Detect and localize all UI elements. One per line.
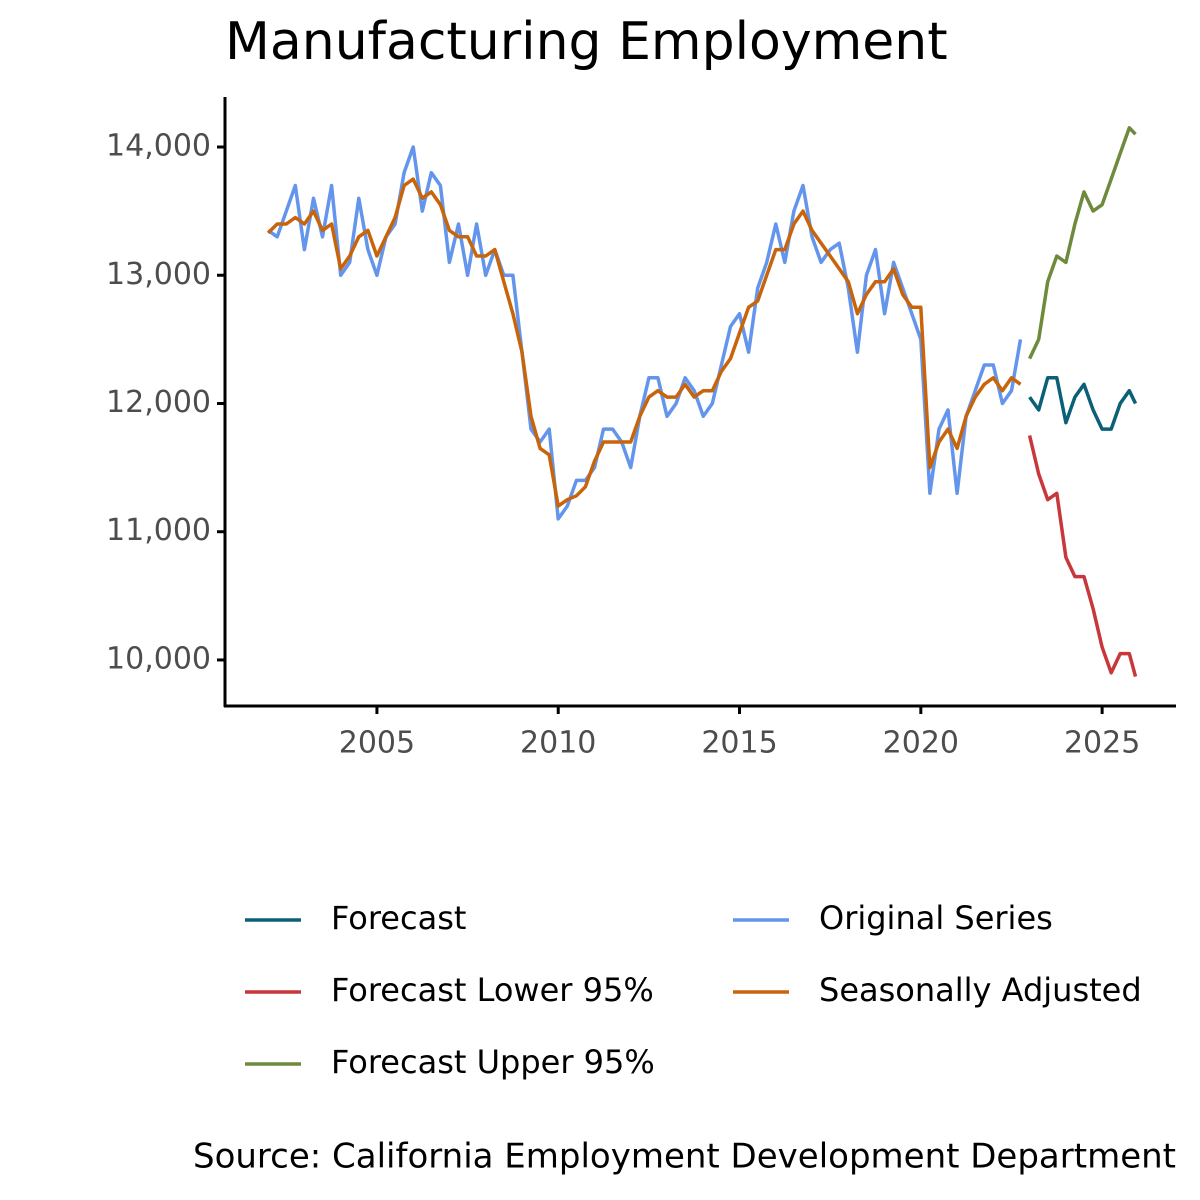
series-line (1028, 376, 1138, 431)
legend-label: Forecast Lower 95% (331, 971, 654, 1009)
y-tick-label: 12,000 (106, 385, 211, 420)
x-tick-label: 2010 (520, 726, 596, 761)
y-tick-label: 10,000 (106, 641, 211, 676)
legend-label: Forecast Upper 95% (331, 1043, 655, 1081)
series-line (267, 145, 1023, 521)
y-tick-label: 13,000 (106, 257, 211, 292)
x-tick-label: 2025 (1064, 726, 1140, 761)
chart-title: Manufacturing Employment (225, 12, 948, 72)
series-line (266, 177, 1022, 508)
legend-label: Original Series (819, 899, 1053, 937)
legend-label: Forecast (331, 899, 466, 937)
y-tick-label: 14,000 (106, 129, 211, 164)
series-line (1028, 126, 1137, 360)
x-tick-label: 2005 (339, 726, 415, 761)
caption: Source: California Employment Developmen… (193, 1137, 1176, 1177)
x-tick-label: 2015 (701, 726, 777, 761)
series-line (1027, 435, 1138, 678)
x-tick-label: 2020 (883, 726, 959, 761)
legend-label: Seasonally Adjusted (819, 971, 1142, 1009)
y-tick-label: 11,000 (106, 513, 211, 548)
